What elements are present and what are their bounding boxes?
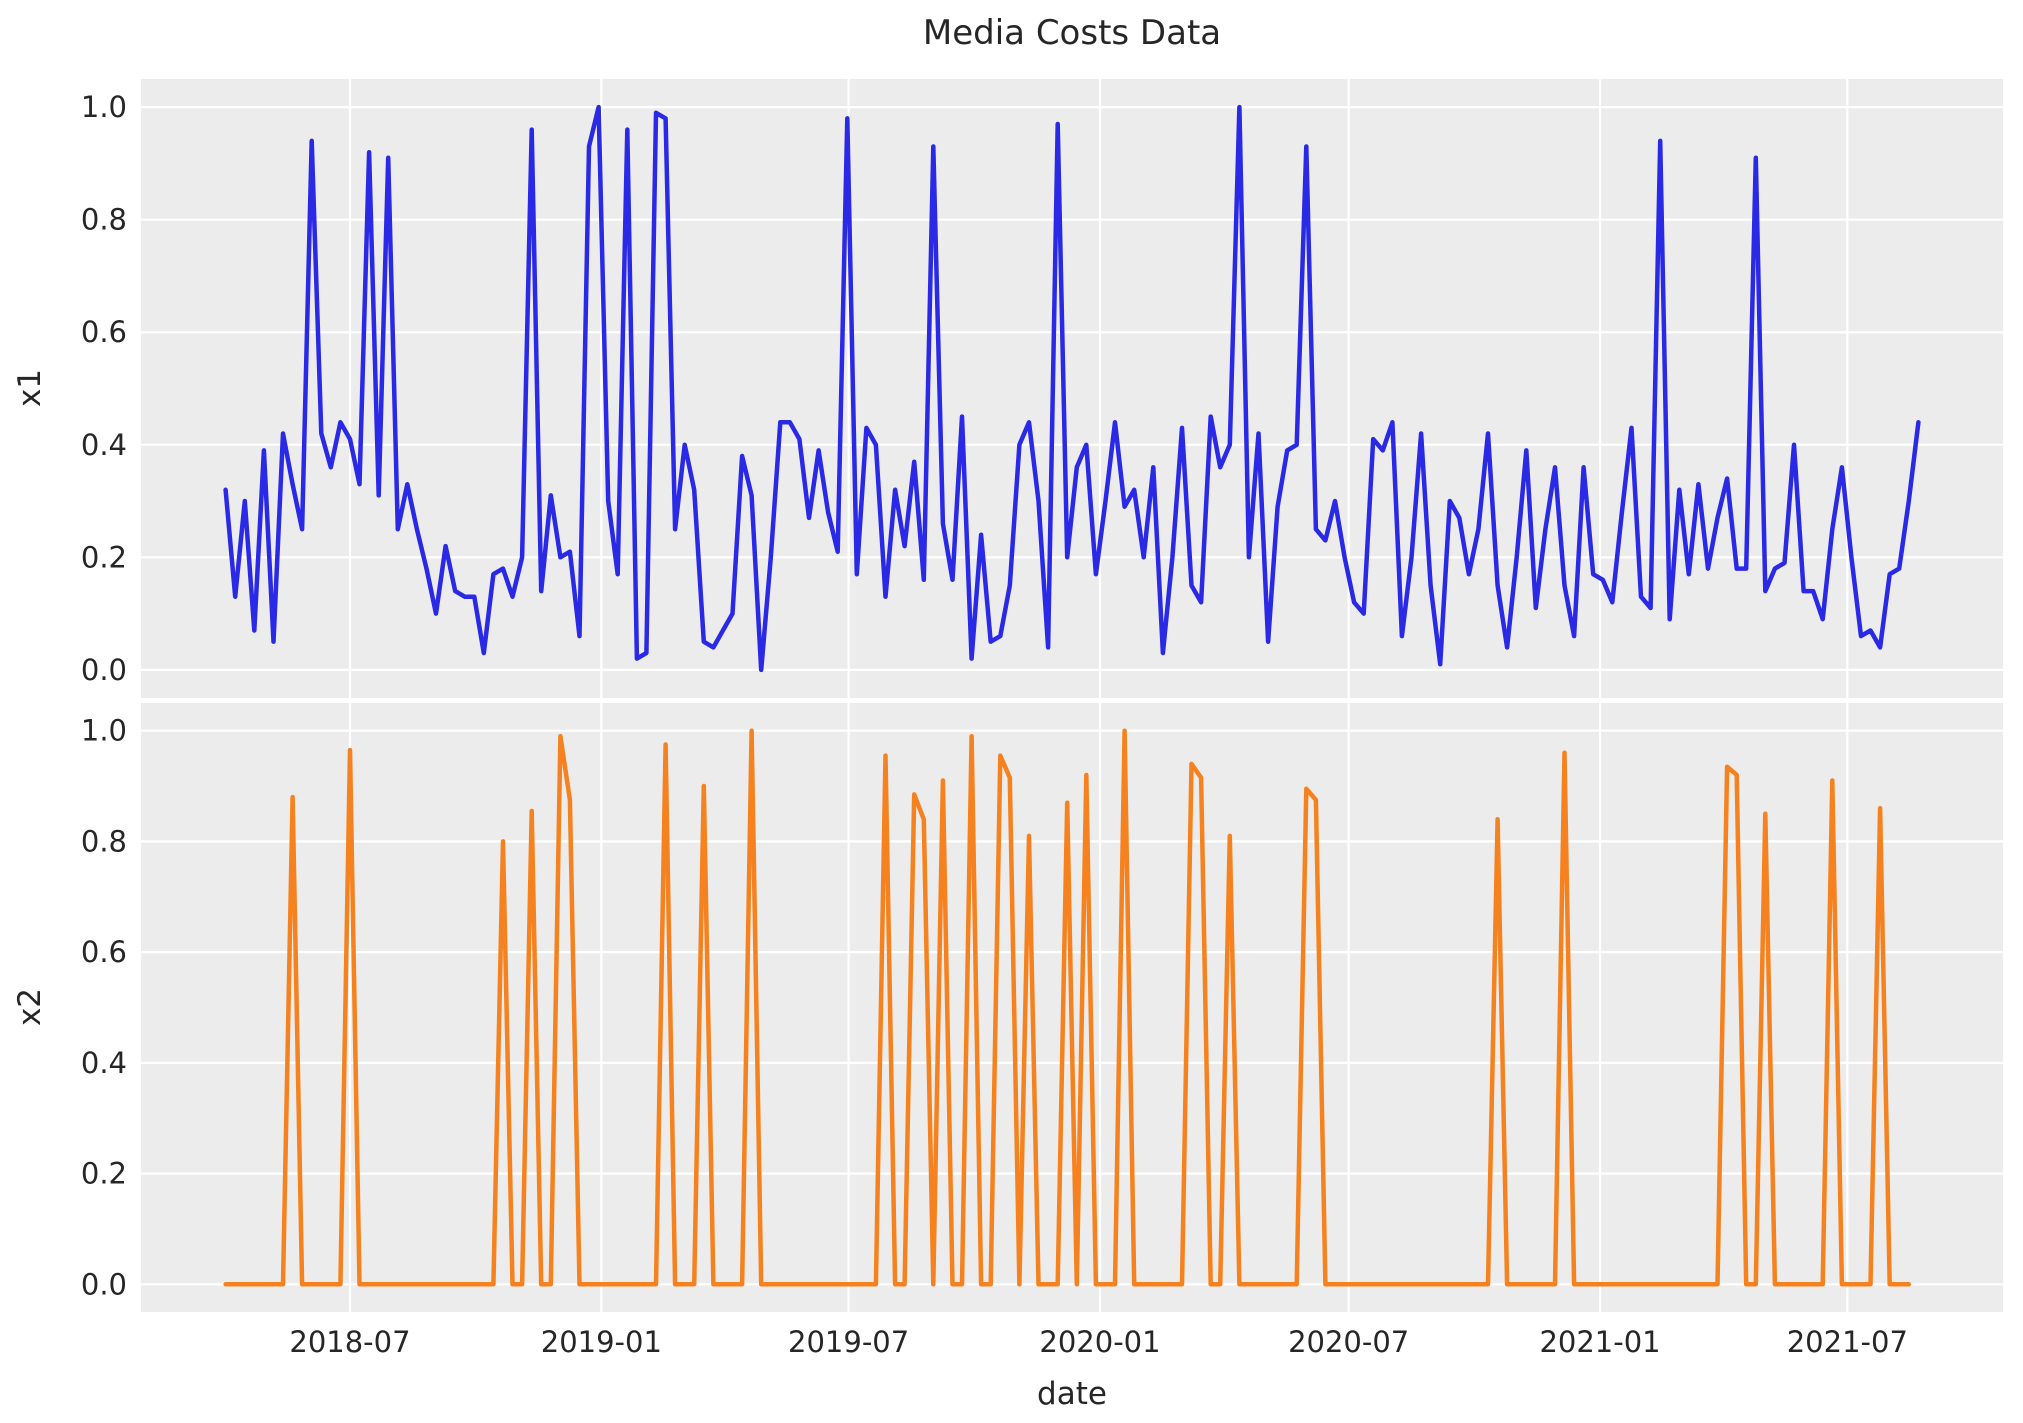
y-tick-label: 0.2	[81, 1157, 127, 1191]
x-tick-label: 2018-07	[289, 1325, 410, 1359]
x-tick-label: 2020-01	[1039, 1325, 1160, 1359]
line-x2	[223, 728, 1912, 1287]
y-axis-label-x2: x2	[12, 988, 48, 1026]
line-x1	[223, 104, 1921, 673]
y-tick-label: 0.4	[81, 1046, 127, 1080]
y-tick-label: 0.6	[81, 935, 127, 969]
chart-title: Media Costs Data	[923, 13, 1221, 53]
x-tick-label: 2020-07	[1288, 1325, 1409, 1359]
subplot-x1: 1.0 0.8 0.6 0.4 0.2 0.0	[81, 79, 2003, 698]
y-axis-label-x1: x1	[12, 369, 48, 407]
y-tick-label: 0.8	[81, 824, 127, 858]
x-tick-label: 2021-07	[1787, 1325, 1908, 1359]
x-tick-label: 2021-01	[1539, 1325, 1660, 1359]
y-tick-label: 0.6	[81, 315, 127, 349]
y-tick-label: 0.0	[81, 1267, 127, 1301]
x-tick-label: 2019-07	[788, 1325, 909, 1359]
y-tick-label: 0.2	[81, 540, 127, 574]
y-tick-label: 1.0	[81, 714, 127, 748]
y-tick-label: 0.8	[81, 203, 127, 237]
y-tick-label: 0.0	[81, 653, 127, 687]
subplot-x2: 1.0 0.8 0.6 0.4 0.2 0.0	[81, 703, 2003, 1312]
axes-background	[141, 79, 2003, 698]
y-tick-label: 0.4	[81, 428, 127, 462]
x-axis-label: date	[1037, 1376, 1107, 1412]
y-tick-label: 1.0	[81, 90, 127, 124]
x-tick-label: 2019-01	[541, 1325, 662, 1359]
